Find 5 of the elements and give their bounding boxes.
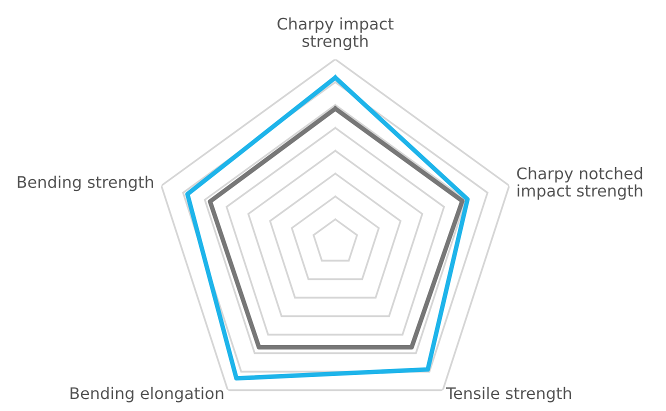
spoke-label: Tensile strength bbox=[446, 386, 572, 402]
spoke-label: Charpy impact strength bbox=[278, 17, 394, 50]
spoke-label: Bending strength bbox=[18, 176, 154, 192]
spoke-label: Bending elongation bbox=[70, 386, 224, 402]
spoke-label: Charpy notched impact strength bbox=[517, 167, 642, 200]
